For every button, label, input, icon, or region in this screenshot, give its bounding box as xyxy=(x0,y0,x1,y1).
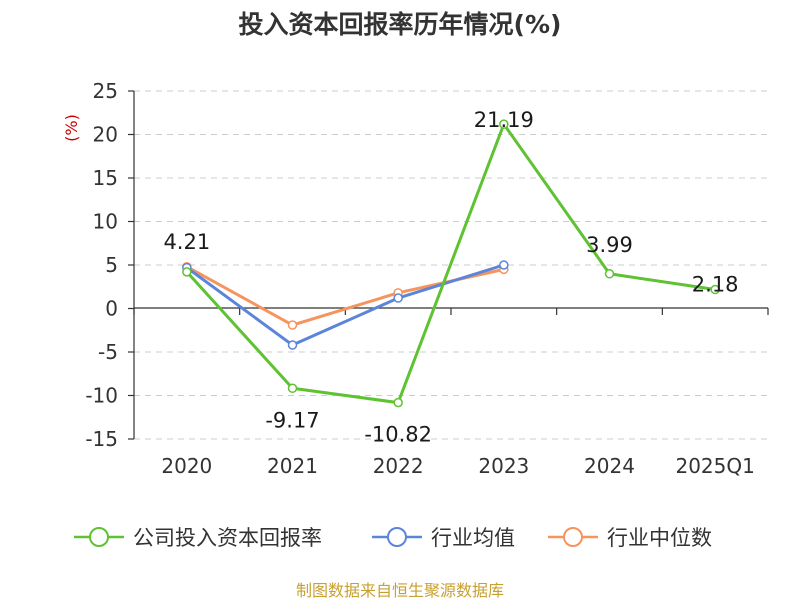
x-tick-label: 2025Q1 xyxy=(675,454,754,478)
y-tick-label: 15 xyxy=(93,166,118,190)
data-point[interactable] xyxy=(287,320,298,330)
data-point[interactable] xyxy=(182,267,192,277)
legend-marker xyxy=(89,527,109,547)
series-line xyxy=(185,122,716,405)
data-point[interactable] xyxy=(393,293,403,303)
data-point[interactable] xyxy=(604,269,615,279)
legend-label: 行业中位数 xyxy=(607,526,712,550)
legend[interactable]: 公司投入资本回报率 行业均值 行业中位数 xyxy=(74,526,712,550)
legend-marker xyxy=(387,527,407,547)
legend-item[interactable]: 行业中位数 xyxy=(548,526,712,550)
y-tick-label: 5 xyxy=(105,253,118,277)
data-point[interactable] xyxy=(710,284,720,295)
legend-label: 公司投入资本回报率 xyxy=(133,526,322,550)
x-tick-label: 2020 xyxy=(161,454,212,478)
x-tick-label: 2024 xyxy=(584,454,635,478)
y-axis-unit-label: (%) xyxy=(62,114,81,142)
data-label: 21.19 xyxy=(474,108,534,132)
data-point[interactable] xyxy=(287,340,298,350)
data-point[interactable] xyxy=(499,260,509,270)
y-tick-label: -10 xyxy=(85,384,118,408)
data-point[interactable] xyxy=(499,119,509,129)
data-source-note: 制图数据来自恒生聚源数据库 xyxy=(296,581,504,600)
series-line xyxy=(186,265,505,327)
legend-item[interactable]: 公司投入资本回报率 xyxy=(74,526,322,550)
axes: 25 20 15 10 5 0 -5 -10 -15 2020 2021 2022 2023 2024 20… xyxy=(85,79,769,478)
x-tick-label: 2023 xyxy=(478,454,529,478)
y-tick-label: 25 xyxy=(93,79,118,103)
legend-item[interactable]: 行业均值 xyxy=(372,526,515,550)
data-point[interactable] xyxy=(393,397,403,408)
legend-label: 行业均值 xyxy=(431,526,515,550)
y-tick-label: 0 xyxy=(105,297,118,321)
data-point[interactable] xyxy=(287,383,298,394)
y-tick-label: -15 xyxy=(85,427,118,451)
legend-marker xyxy=(563,527,583,547)
chart-title: 投入资本回报率历年情况(%) xyxy=(239,10,562,39)
y-tick-label: -5 xyxy=(98,340,118,364)
series-lines xyxy=(182,119,720,408)
data-label: 2.18 xyxy=(692,273,739,297)
x-tick-label: 2021 xyxy=(267,454,318,478)
data-label: 4.21 xyxy=(163,230,210,254)
x-tick-label: 2022 xyxy=(373,454,424,478)
y-tick-label: 20 xyxy=(93,123,118,147)
data-labels: 4.21 -9.17 -10.82 21.19 3.99 2.18 xyxy=(163,108,738,446)
data-label: 3.99 xyxy=(586,233,633,257)
data-label: -10.82 xyxy=(364,423,432,447)
grid-lines xyxy=(134,90,768,440)
series-line xyxy=(185,263,505,347)
data-label: -9.17 xyxy=(265,408,319,432)
y-tick-label: 10 xyxy=(93,210,118,234)
